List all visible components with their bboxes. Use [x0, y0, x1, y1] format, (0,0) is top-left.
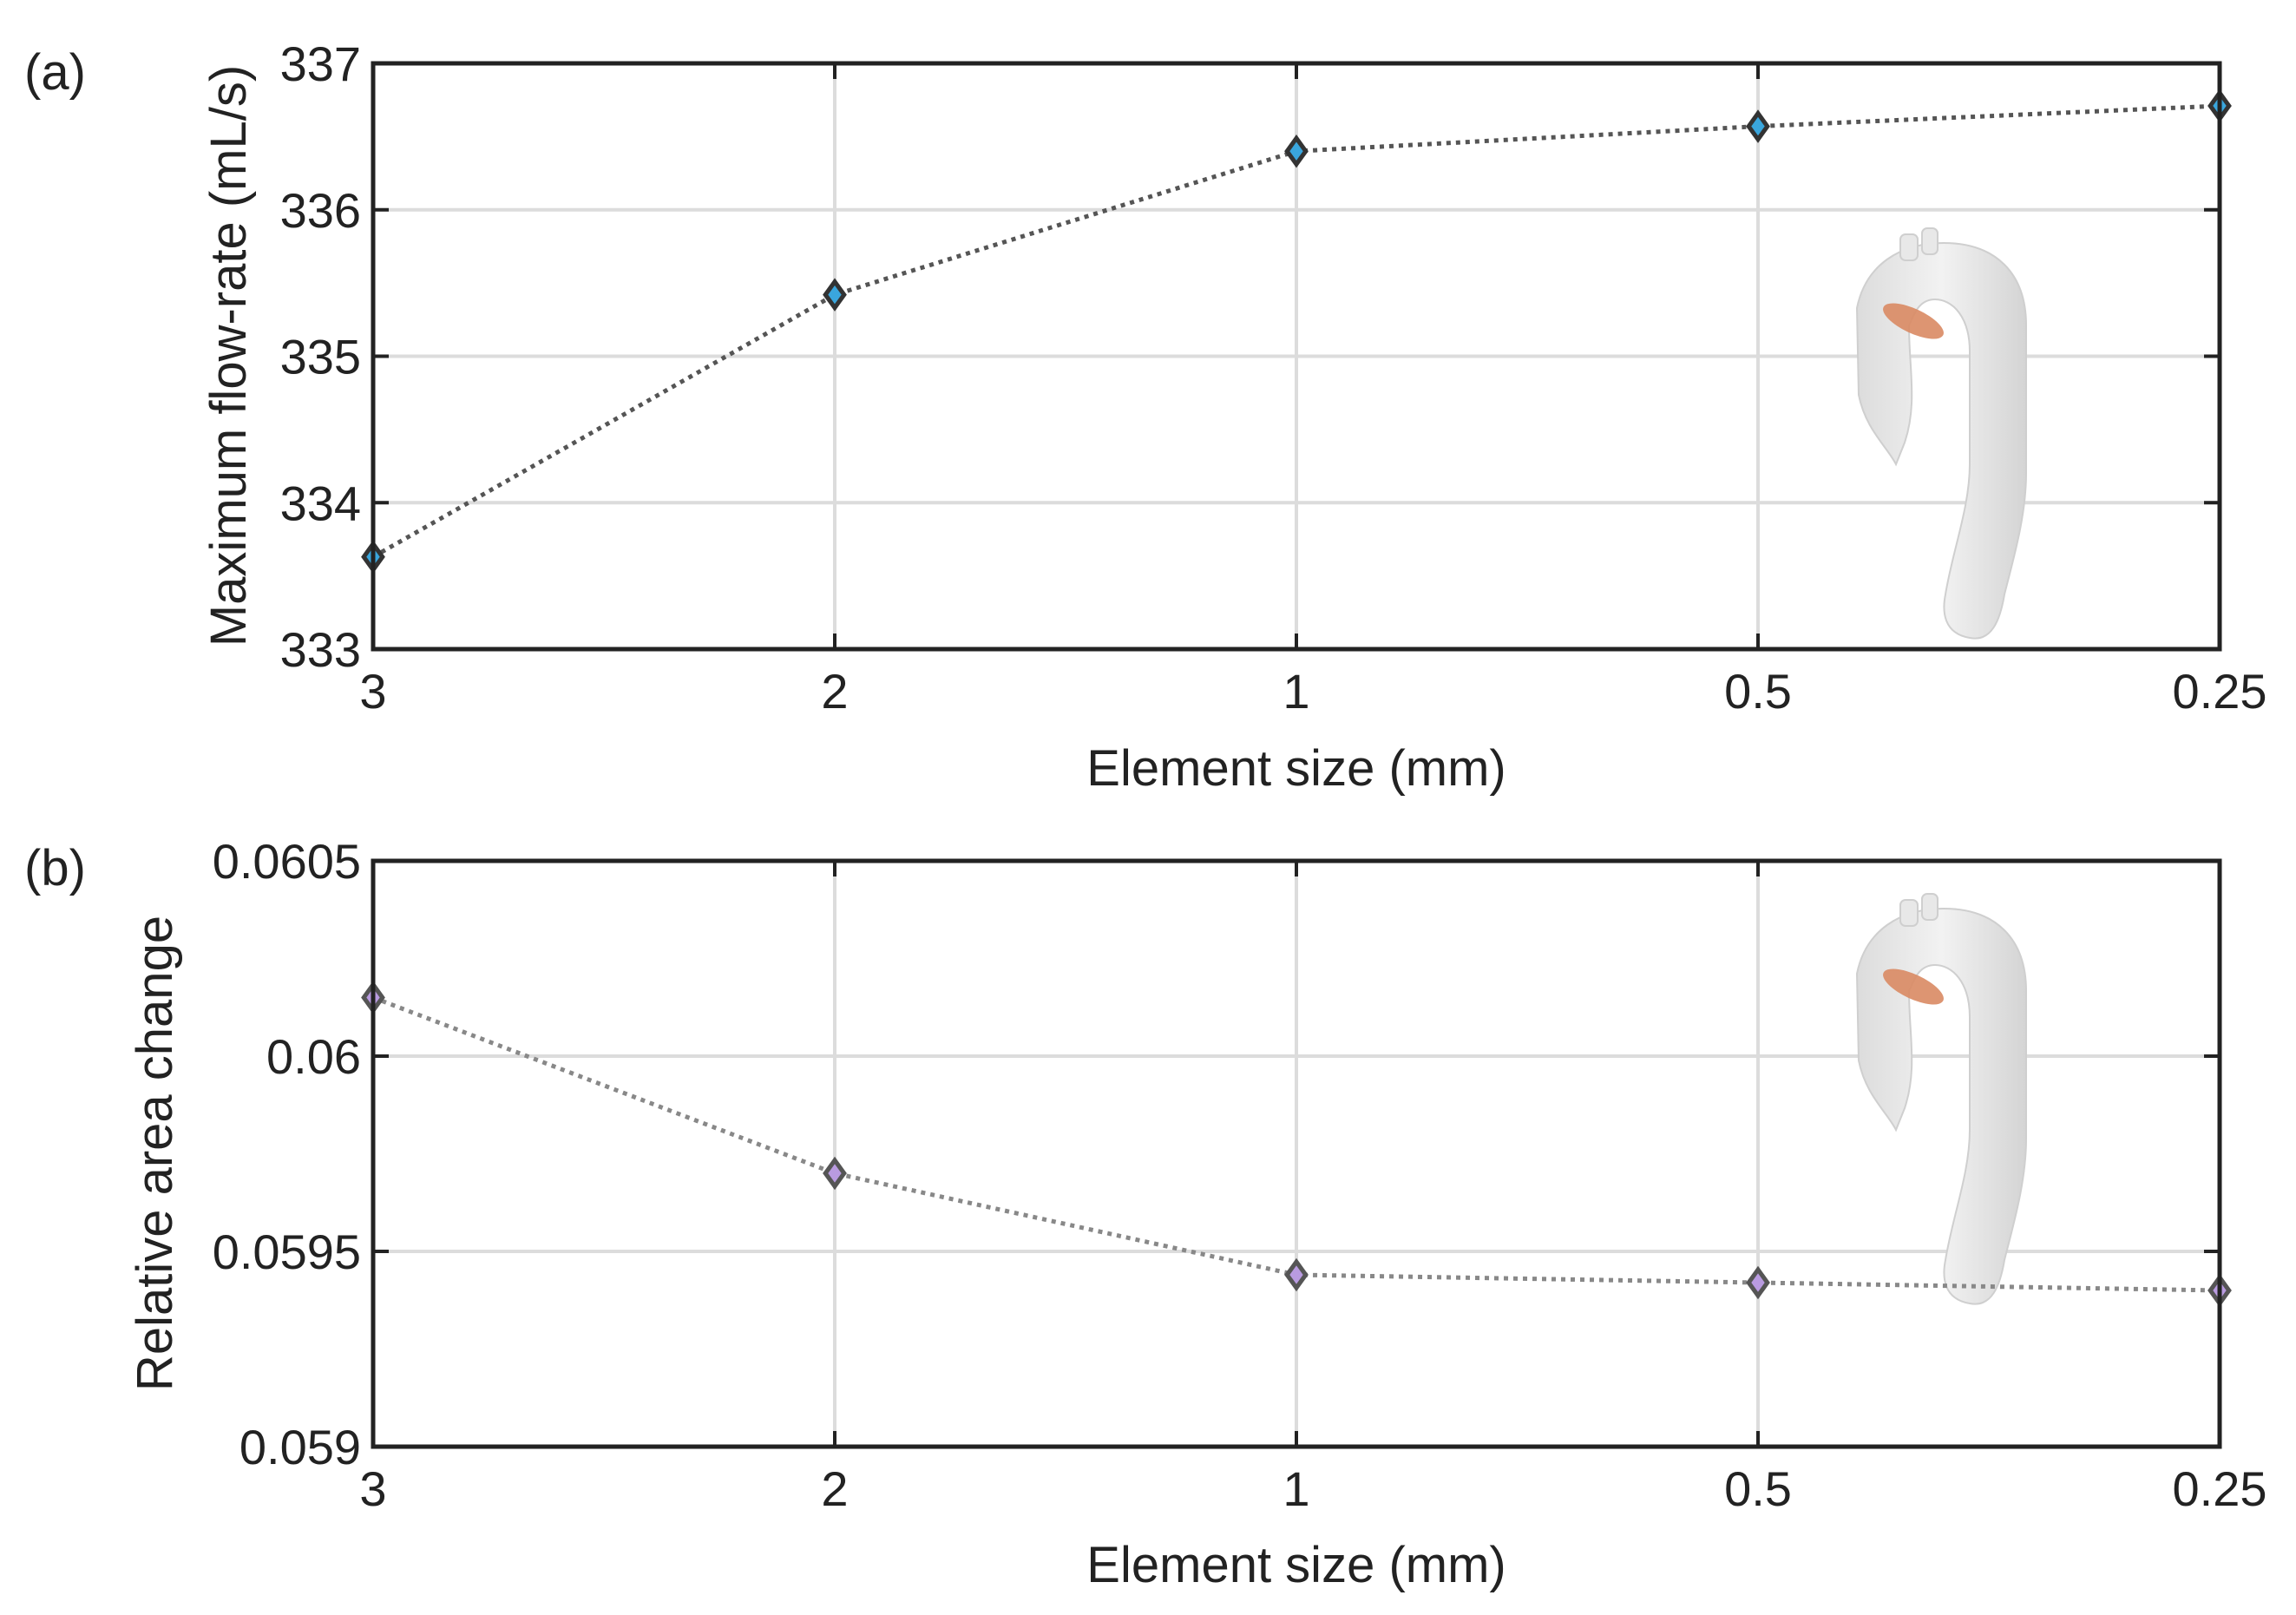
panel-a-y-tick-label: 337: [280, 36, 361, 91]
panel-a-x-tick-label: 3: [359, 664, 386, 719]
panel-b-x-tick-label: 1: [1282, 1461, 1309, 1516]
panel-b-ticks: 3 2 1 0.5 0.25 0.059 0.0595 0.06 0.0605: [213, 834, 2267, 1516]
panel-a-aorta-inset: [1855, 227, 2027, 640]
panel-a-x-tick-label: 1: [1282, 664, 1309, 719]
panel-a-x-tick-label: 2: [821, 664, 848, 719]
panel-b-data-point: [1284, 1257, 1309, 1292]
panel-a-x-tick-label: 0.25: [2173, 664, 2267, 719]
panel-a-y-tick-label: 334: [280, 476, 361, 530]
panel-a-x-axis-title: Element size (mm): [1086, 740, 1506, 797]
aorta-branch-icon: [1899, 899, 1919, 927]
aorta-branch-icon: [1921, 227, 1938, 255]
panel-b-x-tick-label: 3: [359, 1461, 386, 1516]
aorta-branch-icon: [1921, 893, 1938, 921]
aorta-cross-section-highlight: [1883, 968, 1944, 1005]
aorta-branch-icon: [1899, 233, 1919, 261]
panel-a: (a) 3 2 1 0.5 0.25 333 334 335 336 337 Element si…: [24, 36, 2267, 797]
panel-a-ticks: 3 2 1 0.5 0.25 333 334 335 336 337: [280, 36, 2267, 719]
panel-a-y-tick-label: 333: [280, 622, 361, 677]
panel-a-data-point: [823, 278, 847, 312]
panel-b-data-point: [823, 1156, 847, 1191]
aorta-cross-section-highlight: [1883, 303, 1944, 339]
panel-b-y-tick-label: 0.059: [239, 1420, 361, 1474]
panel-b-aorta-inset: [1855, 893, 2027, 1305]
panel-b-x-tick-label: 0.5: [1724, 1461, 1792, 1516]
panel-b-y-tick-label: 0.06: [266, 1029, 361, 1084]
panel-a-y-tick-label: 335: [280, 330, 361, 384]
panel-b-y-axis-title: Relative area change: [127, 916, 183, 1391]
aorta-model-icon: [1855, 241, 2027, 640]
panel-a-x-tick-label: 0.5: [1724, 664, 1792, 719]
panel-a-y-axis-title: Maximum flow-rate (mL/s): [200, 65, 257, 647]
panel-b-x-tick-label: 0.25: [2173, 1461, 2267, 1516]
panel-b-y-tick-label: 0.0595: [213, 1224, 361, 1279]
panel-a-y-tick-label: 336: [280, 183, 361, 238]
panel-a-data-point: [1284, 134, 1309, 168]
panel-a-label: (a): [24, 44, 86, 101]
aorta-model-icon: [1855, 907, 2027, 1305]
panel-b-data-point: [1746, 1265, 1770, 1300]
panel-b-label: (b): [24, 840, 86, 896]
panel-b-x-axis-title: Element size (mm): [1086, 1537, 1506, 1593]
panel-a-data-point: [1746, 109, 1770, 143]
panel-b: (b) 3 2 1 0.5 0.25 0.059 0.0595 0.06 0.0605 Elem…: [24, 834, 2267, 1593]
panel-b-y-tick-label: 0.0605: [213, 834, 361, 889]
panel-b-x-tick-label: 2: [821, 1461, 848, 1516]
